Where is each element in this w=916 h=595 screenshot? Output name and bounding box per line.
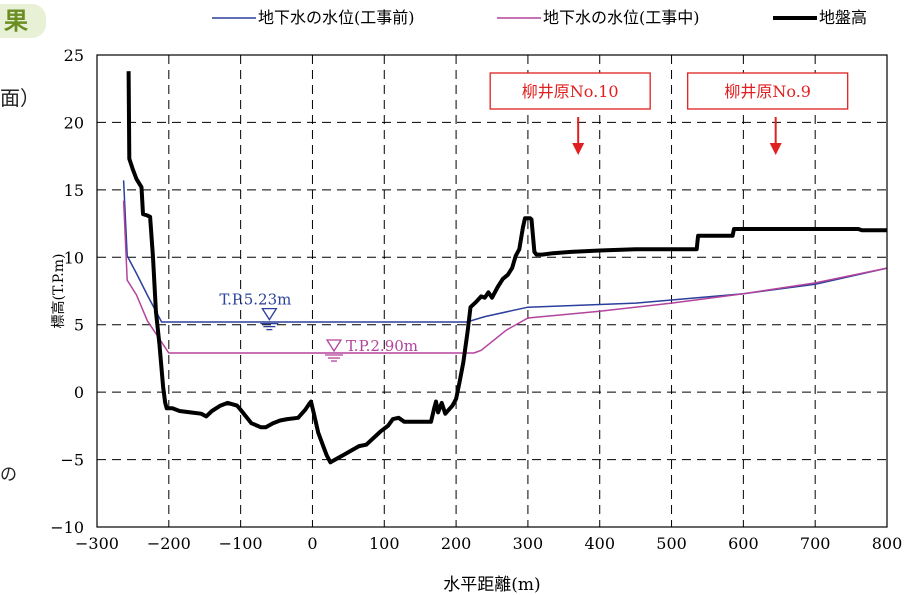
x-tick-label: 200: [441, 534, 472, 553]
borehole-arrowhead-1: [572, 143, 585, 155]
series-line-2: [122, 200, 888, 354]
x-tick-label: 400: [584, 534, 615, 553]
water-level-before-label: T.P.5.23m: [219, 291, 291, 309]
chart-legend: 地下水の水位(工事前) 地下水の水位(工事中) 地盤高: [212, 8, 867, 27]
y-tick-label: 20: [64, 113, 84, 132]
chart-series: [122, 71, 888, 465]
chart-grid: [97, 55, 887, 527]
x-tick-label: 600: [728, 534, 759, 553]
y-tick-label: 0: [74, 383, 84, 402]
legend-label-2: 地下水の水位(工事中): [543, 8, 700, 27]
water-level-during-marker-triangle: [325, 339, 343, 353]
plot-area-frame: [96, 54, 888, 528]
legend-label-3: 地盤高: [819, 8, 867, 27]
x-tick-label: 100: [369, 534, 400, 553]
x-tick-label: 0: [307, 534, 317, 553]
borehole-label-2: 柳井原No.9: [724, 82, 811, 101]
x-tick-label: 300: [513, 534, 544, 553]
text-fragment-3: の: [0, 465, 17, 485]
y-tick-label: 25: [64, 46, 84, 65]
y-tick-label: −10: [50, 518, 84, 537]
borehole-box-2: [687, 72, 849, 110]
y-tick-label: 5: [74, 316, 84, 335]
chart-ticks: −300 −200 −100 0 100 200 300 400 500 600 700 800−10…: [50, 46, 902, 553]
y-tick-label: −5: [60, 451, 84, 470]
borehole-arrowhead-2: [769, 143, 782, 155]
water-level-during-label: T.P.2.90m: [346, 337, 418, 355]
x-tick-label: −200: [147, 534, 191, 553]
x-tick-label: 500: [656, 534, 687, 553]
legend-label-1: 地下水の水位(工事前): [258, 8, 415, 27]
x-tick-label: −300: [75, 534, 119, 553]
y-axis-label: 標高(T.P.m): [50, 254, 67, 329]
water-level-before-marker-triangle: [261, 307, 278, 321]
series-line-3: [126, 71, 887, 465]
x-tick-label: 700: [800, 534, 831, 553]
y-tick-label: 10: [64, 248, 84, 267]
chart-annotations: T.P.5.23m T.P.2.90m 柳井原No.10 柳井原No.9: [219, 72, 849, 362]
x-tick-label: −100: [219, 534, 263, 553]
heading-fragment-1: 果: [0, 4, 46, 38]
borehole-box-1: [489, 72, 651, 110]
x-axis-label: 水平距離(m): [443, 575, 540, 595]
x-tick-label: 800: [872, 534, 903, 553]
borehole-label-1: 柳井原No.10: [522, 82, 619, 101]
text-fragment-2: 面）: [0, 86, 40, 110]
y-tick-label: 15: [64, 181, 84, 200]
